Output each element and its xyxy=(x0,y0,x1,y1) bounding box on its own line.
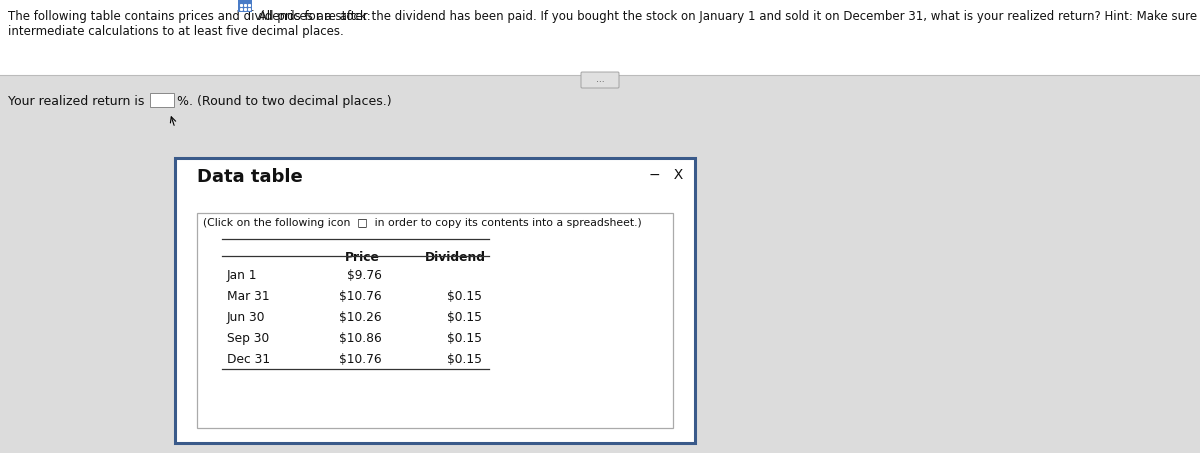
FancyBboxPatch shape xyxy=(581,72,619,88)
Text: ...: ... xyxy=(595,76,605,85)
Text: $0.15: $0.15 xyxy=(446,332,482,345)
Text: $10.86: $10.86 xyxy=(340,332,382,345)
Bar xyxy=(197,213,673,428)
Text: Sep 30: Sep 30 xyxy=(227,332,269,345)
Text: Price: Price xyxy=(344,251,379,264)
Bar xyxy=(175,158,695,443)
Text: $9.76: $9.76 xyxy=(347,269,382,282)
Text: Data table: Data table xyxy=(197,168,302,186)
Text: Dec 31: Dec 31 xyxy=(227,353,270,366)
Text: $0.15: $0.15 xyxy=(446,311,482,324)
Text: $0.15: $0.15 xyxy=(446,353,482,366)
Bar xyxy=(238,0,252,12)
Text: $10.26: $10.26 xyxy=(340,311,382,324)
Text: Jan 1: Jan 1 xyxy=(227,269,258,282)
Text: $0.15: $0.15 xyxy=(446,290,482,303)
Text: Your realized return is: Your realized return is xyxy=(8,95,144,108)
Bar xyxy=(150,93,174,107)
Text: $10.76: $10.76 xyxy=(340,353,382,366)
Text: %. (Round to two decimal places.): %. (Round to two decimal places.) xyxy=(178,95,391,108)
Text: intermediate calculations to at least five decimal places.: intermediate calculations to at least fi… xyxy=(8,25,343,38)
Text: −   X: − X xyxy=(649,168,683,182)
Text: Jun 30: Jun 30 xyxy=(227,311,265,324)
Bar xyxy=(0,0,1200,75)
Text: Dividend: Dividend xyxy=(425,251,486,264)
Text: The following table contains prices and dividends for a stock:: The following table contains prices and … xyxy=(8,10,371,23)
Text: All prices are after the dividend has been paid. If you bought the stock on Janu: All prices are after the dividend has be… xyxy=(256,10,1200,23)
Text: $10.76: $10.76 xyxy=(340,290,382,303)
Text: Mar 31: Mar 31 xyxy=(227,290,270,303)
Text: (Click on the following icon  □  in order to copy its contents into a spreadshee: (Click on the following icon □ in order … xyxy=(203,218,642,228)
